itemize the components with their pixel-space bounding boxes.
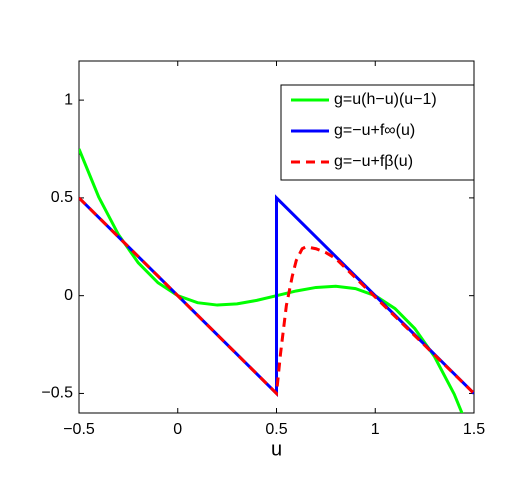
x-tick-label: 1 xyxy=(371,421,380,438)
y-tick-label: 1 xyxy=(64,91,73,108)
legend-label: g=−u+fβ(u) xyxy=(334,153,413,170)
x-tick-label: 1.5 xyxy=(463,421,485,438)
x-tick-label: 0 xyxy=(173,421,182,438)
series-group xyxy=(79,148,474,413)
x-tick-label: 0.5 xyxy=(265,421,287,438)
y-tick-label: −0.5 xyxy=(41,385,73,402)
legend-label: g=u(h−u)(u−1) xyxy=(334,91,437,108)
x-tick-label: −0.5 xyxy=(63,421,95,438)
x-axis-label: u xyxy=(271,438,282,460)
y-tick-label: 0.5 xyxy=(51,189,73,206)
y-tick-label: 0 xyxy=(64,287,73,304)
series-line xyxy=(79,196,474,397)
legend-label: g=−u+f∞(u) xyxy=(334,122,415,139)
